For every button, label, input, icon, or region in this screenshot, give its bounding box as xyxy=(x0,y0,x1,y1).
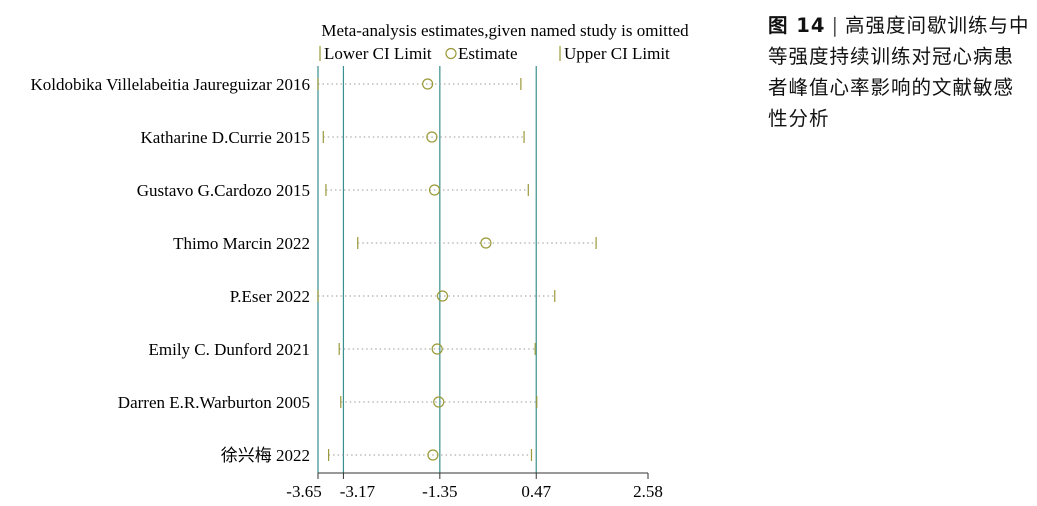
estimate-marker xyxy=(426,131,438,143)
study-label: Thimo Marcin 2022 xyxy=(173,234,310,253)
x-axis: -3.65 -3.17 -1.35 0.47 2.58 xyxy=(286,472,663,501)
chart-title: Meta-analysis estimates,given named stud… xyxy=(321,21,689,40)
legend-estimate-label: Estimate xyxy=(458,44,517,63)
study-label: Gustavo G.Cardozo 2015 xyxy=(137,181,310,200)
sensitivity-plot: Meta-analysis estimates,given named stud… xyxy=(30,21,689,501)
x-tick-label: -3.17 xyxy=(340,482,376,501)
study-label: Emily C. Dunford 2021 xyxy=(149,340,311,359)
legend: Lower CI Limit Estimate Upper CI Limit xyxy=(319,44,670,63)
study-row: 徐兴梅 2022 xyxy=(221,446,533,465)
estimate-marker xyxy=(433,396,445,408)
study-rows: Koldobika Villelabeitia Jaureguizar 2016… xyxy=(30,75,597,465)
study-row: Darren E.R.Warburton 2005 xyxy=(118,393,538,412)
caption-separator: | xyxy=(831,14,840,37)
estimate-marker xyxy=(428,184,441,196)
estimate-marker xyxy=(427,449,439,461)
study-label: Darren E.R.Warburton 2005 xyxy=(118,393,310,412)
x-tick-label: -3.65 xyxy=(286,482,321,501)
legend-lower-label: Lower CI Limit xyxy=(324,44,432,63)
x-tick-label: -1.35 xyxy=(422,482,457,501)
study-label: Koldobika Villelabeitia Jaureguizar 2016 xyxy=(30,75,310,94)
legend-upper-label: Upper CI Limit xyxy=(564,44,670,63)
x-tick-label: 0.47 xyxy=(521,482,551,501)
study-row: Thimo Marcin 2022 xyxy=(173,234,597,253)
figure-label: 图 14 xyxy=(768,14,826,37)
study-label: Katharine D.Currie 2015 xyxy=(141,128,310,147)
estimate-marker xyxy=(431,343,443,355)
figure-caption-text: 高强度间歇训练与中等强度持续训练对冠心病患者峰值心率影响的文献敏感性分析 xyxy=(768,14,1030,130)
study-row: Koldobika Villelabeitia Jaureguizar 2016 xyxy=(30,75,522,94)
estimate-marker xyxy=(436,290,449,302)
figure-caption: 图 14 | 高强度间歇训练与中等强度持续训练对冠心病患者峰值心率影响的文献敏感性分… xyxy=(768,10,1030,134)
legend-estimate-marker xyxy=(445,47,457,60)
x-tick-label: 2.58 xyxy=(633,482,663,501)
study-row: P.Eser 2022 xyxy=(230,287,556,306)
reference-lines xyxy=(317,66,537,473)
study-row: Katharine D.Currie 2015 xyxy=(141,128,525,147)
study-label: 徐兴梅 2022 xyxy=(221,446,310,465)
estimate-marker xyxy=(480,237,492,249)
study-label: P.Eser 2022 xyxy=(230,287,310,306)
study-row: Gustavo G.Cardozo 2015 xyxy=(137,181,529,200)
estimate-marker xyxy=(422,78,434,90)
study-row: Emily C. Dunford 2021 xyxy=(149,340,536,359)
